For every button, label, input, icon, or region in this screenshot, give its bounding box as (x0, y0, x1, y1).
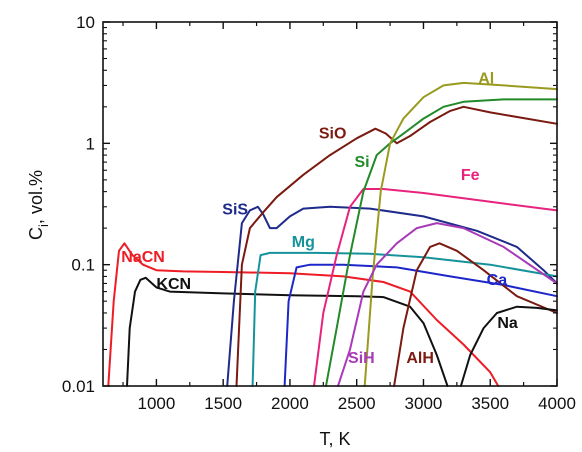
series-label-al: Al (478, 71, 494, 88)
series-label-sih: SiH (348, 350, 375, 367)
series-label-alh: AlH (406, 350, 434, 367)
series-line-si (325, 98, 558, 387)
series-line-al (363, 81, 558, 387)
x-axis-title: T, K (319, 429, 350, 449)
x-tick-label: 3000 (405, 394, 443, 413)
series-label-fe: Fe (461, 167, 480, 184)
series-line-ca (283, 263, 558, 387)
series-label-sio: SiO (319, 125, 347, 142)
y-tick-label: 0.01 (62, 377, 95, 396)
series-line-alh (393, 242, 558, 387)
series-line-kcn (126, 276, 449, 387)
y-axis-title-rest: , vol.% (26, 170, 46, 224)
y-axis-title-main: C (26, 227, 46, 240)
series-label-si: Si (354, 154, 369, 171)
series-label-mg: Mg (292, 234, 315, 251)
series-line-mg (251, 251, 558, 387)
y-tick-label: 0.1 (71, 256, 95, 275)
series-line-sih (337, 222, 558, 387)
x-tick-label: 3500 (471, 394, 509, 413)
series-line-sio (235, 105, 558, 387)
y-axis-title: Ci, vol.% (26, 170, 51, 240)
series-line-na (459, 305, 558, 387)
plot-frame (102, 21, 558, 387)
y-tick-label: 1 (86, 134, 95, 153)
series-label-sis: SiS (222, 201, 248, 218)
series-label-na: Na (497, 315, 518, 332)
x-tick-label: 2500 (338, 394, 376, 413)
series-label-ca: Ca (487, 272, 508, 289)
y-tick-label: 10 (76, 13, 95, 32)
x-tick-label: 4000 (538, 394, 576, 413)
series-label-kcn: KCN (156, 276, 191, 293)
x-tick-label: 1500 (204, 394, 242, 413)
x-tick-label: 2000 (271, 394, 309, 413)
y-axis-title-sub: i (36, 224, 51, 227)
series-line-nacn (107, 242, 500, 387)
x-tick-label: 1000 (137, 394, 175, 413)
series-label-nacn: NaCN (121, 249, 165, 266)
series-line-sis (226, 205, 558, 387)
